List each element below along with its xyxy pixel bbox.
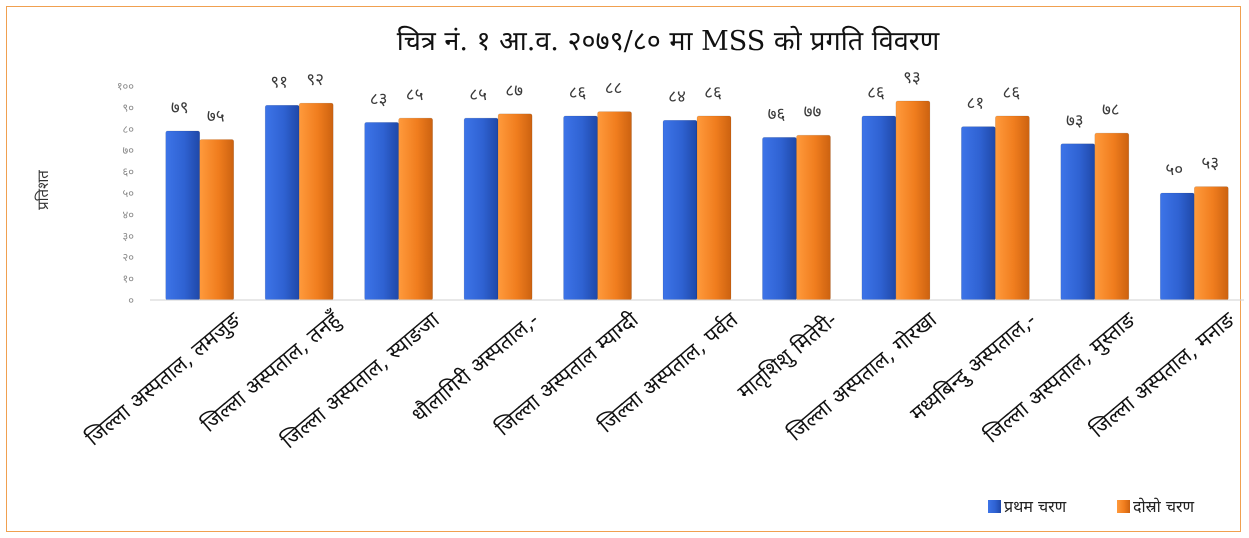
bar-1-9 [961,126,996,301]
data-label: ८८ [605,79,623,99]
y-tick-label: ५० [123,187,135,200]
y-tick-label: ७० [123,144,135,157]
legend-label-1: प्रथम चरण [1004,497,1067,516]
y-tick-label: ६० [123,166,135,179]
data-label: ७३ [1066,111,1084,131]
bar-1-5 [563,115,598,301]
y-tick-label: ३० [123,230,135,243]
y-tick-label: १०० [117,80,134,93]
bar-1-2 [264,104,300,301]
y-axis-label: प्रतिशत [34,170,52,210]
bar-2-7 [796,134,831,301]
data-label: ८६ [569,83,587,103]
data-label: ८१ [967,94,985,114]
data-label: ७७ [804,102,822,122]
bar-2-4 [497,113,533,301]
data-label: ८७ [505,81,523,101]
data-label: ७८ [1102,100,1120,120]
chart-title: चित्र नं. १ आ.व. २०७९/८० मा MSS को प्रगत… [397,25,940,57]
data-label: ७५ [207,107,225,127]
bar-1-1 [165,130,201,301]
bar-2-6 [696,115,732,301]
data-label: ८३ [370,89,388,109]
bar-1-3 [364,122,399,301]
data-label: ८४ [668,87,686,107]
data-label: ७९ [171,98,189,118]
data-label: ७६ [768,104,786,124]
data-label: ९२ [306,70,324,90]
bar-2-3 [398,117,433,301]
data-label: ९१ [270,72,288,92]
y-tick-label: ४० [123,208,135,221]
data-label: ५३ [1201,154,1219,174]
data-label: ८६ [867,83,885,103]
bar-1-7 [762,137,797,301]
legend-label-2: दोस्रो चरण [1133,497,1195,516]
bar-1-8 [861,115,897,301]
y-tick-label: ८० [123,123,135,136]
bar-2-8 [895,100,931,301]
bar-1-11 [1159,192,1195,301]
bar-1-6 [662,119,698,301]
y-tick-label: २० [123,251,135,264]
data-label: ८६ [704,83,722,103]
bar-1-4 [463,117,499,301]
bar-2-5 [597,111,632,301]
y-tick-label: ० [128,294,134,307]
y-tick-label: ९० [123,101,135,114]
x-tick-label: जिल्ला अस्पताल, लमजुङ [81,307,246,451]
bar-2-10 [1094,132,1130,301]
legend-swatch-2 [1117,500,1130,513]
bar-2-9 [995,115,1030,301]
bar-2-2 [298,102,334,301]
data-label: ८५ [406,85,424,105]
data-label: ८५ [469,85,487,105]
legend: प्रथम चरण दोस्रो चरण [988,497,1195,516]
y-tick-label: १० [123,273,135,286]
data-label: ९३ [903,68,921,88]
legend-swatch-1 [988,500,1001,513]
bar-2-11 [1193,186,1229,301]
bar-2-1 [199,139,235,301]
data-label: ८६ [1003,83,1021,103]
data-label: ५० [1165,160,1183,180]
bar-1-10 [1060,143,1096,301]
